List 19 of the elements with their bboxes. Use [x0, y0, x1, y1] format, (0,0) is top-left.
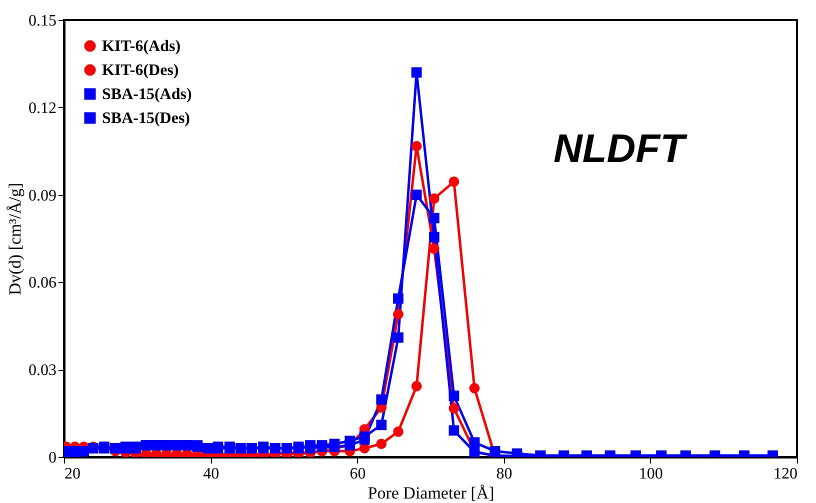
y-tick-label: 0.09 — [28, 187, 56, 204]
y-axis-title: Dv(d) [cm³/Å/g] — [6, 182, 24, 296]
x-tick-label: 60 — [350, 466, 366, 482]
x-tick-label: 40 — [203, 466, 220, 482]
x-tick-label: 120 — [774, 466, 798, 482]
x-axis-title: Pore Diameter [Å] — [368, 484, 494, 502]
y-tick-label: 0.15 — [28, 12, 56, 30]
y-tick-label: 0 — [48, 450, 56, 466]
y-tick-label: 0.12 — [28, 100, 56, 117]
x-tick-label: 100 — [638, 466, 663, 482]
y-tick-label: 0.03 — [28, 362, 56, 380]
x-tick-label: 20 — [64, 466, 80, 482]
legend-label: SBA-15(Ads) — [102, 86, 192, 103]
legend-label: SBA-15(Des) — [102, 110, 190, 127]
legend-label: KIT-6(Des) — [102, 62, 179, 79]
y-tick-label: 0.06 — [28, 274, 56, 292]
annotation: NLDFT — [553, 127, 688, 171]
legend-label: KIT-6(Ads) — [102, 38, 181, 55]
x-tick-label: 80 — [496, 466, 512, 482]
